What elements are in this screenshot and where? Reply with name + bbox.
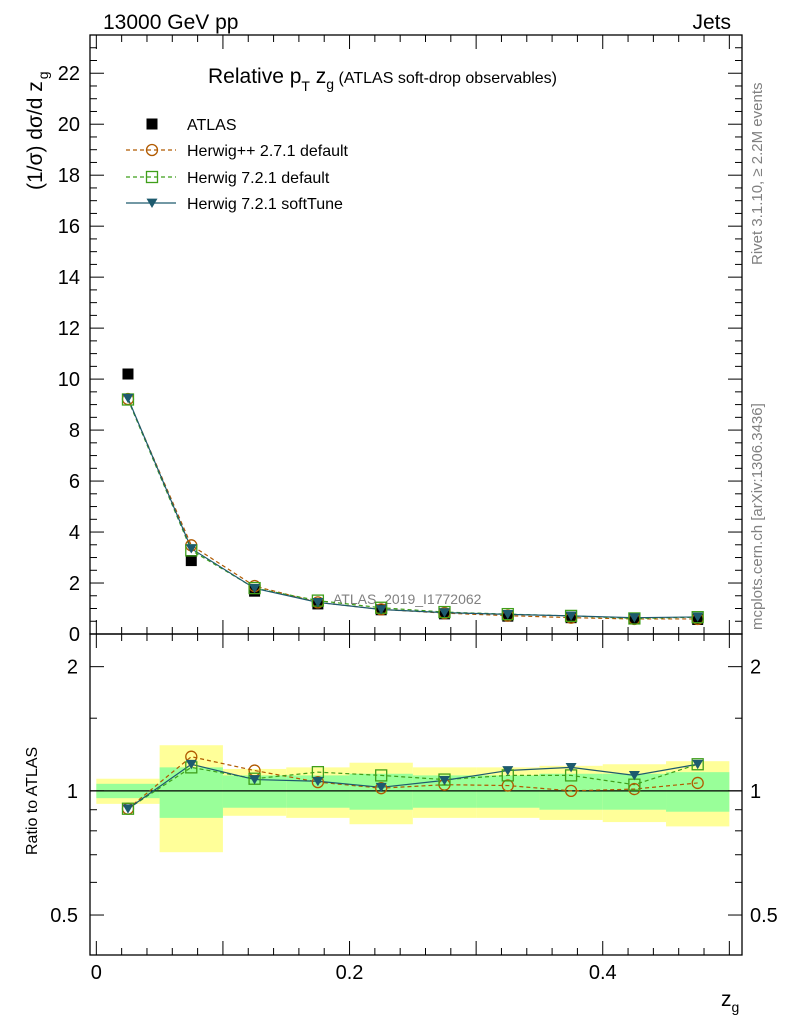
main-y-tick-label-0: 0 bbox=[69, 624, 80, 646]
main-y-tick-label-1: 2 bbox=[69, 573, 80, 595]
legend-label-herwig-7-2-1-softtune: Herwig 7.2.1 softTune bbox=[187, 196, 343, 213]
ratio-point-herwig-2-7-1-default-7 bbox=[564, 784, 578, 797]
main-y-tick-label-2: 4 bbox=[69, 522, 80, 544]
main-point-herwig-7-2-1-softtune-9 bbox=[692, 612, 704, 622]
main-y-tick-label-8: 16 bbox=[58, 216, 80, 238]
ratio-point-herwig-7-2-1-softtune-1 bbox=[185, 759, 197, 770]
main-y-tick-label-11: 22 bbox=[58, 63, 80, 85]
ratio-y-tick-label-right-0: 0.5 bbox=[750, 905, 778, 927]
x-tick-label-1: 0.2 bbox=[336, 962, 364, 984]
main-point-herwig-7-2-1-softtune-4 bbox=[375, 605, 387, 615]
ratio-point-herwig-7-2-1-softtune-6 bbox=[502, 766, 514, 776]
ratio-point-herwig-7-2-1-softtune-5 bbox=[438, 776, 450, 786]
main-point-herwig-7-2-1-softtune-5 bbox=[438, 608, 450, 618]
ratio-point-herwig-2-7-1-default-9 bbox=[691, 776, 704, 790]
header-energy-label: 13000 GeV pp bbox=[103, 11, 238, 34]
legend-marker-herwig-7-2-1-default bbox=[145, 170, 159, 184]
main-y-tick-label-5: 10 bbox=[58, 369, 80, 391]
ratio-point-herwig-7-2-1-default-4 bbox=[375, 769, 388, 782]
main-point-herwig-7-2-1-default-9 bbox=[691, 611, 704, 624]
legend-marker-herwig-2-7-1-default bbox=[145, 143, 159, 157]
main-point-herwig-7-2-1-softtune-0 bbox=[122, 393, 134, 404]
ratio-point-herwig-2-7-1-default-6 bbox=[501, 779, 514, 792]
main-y-tick-label-7: 14 bbox=[58, 267, 80, 289]
analysis-watermark: ATLAS_2019_I1772062 bbox=[333, 591, 482, 607]
ratio-y-tick-label-right-2: 2 bbox=[750, 657, 761, 679]
ratio-y-tick-label-left-0: 0.5 bbox=[50, 905, 78, 927]
ratio-point-herwig-7-2-1-softtune-9 bbox=[692, 759, 704, 770]
ratio-point-herwig-7-2-1-softtune-8 bbox=[628, 771, 640, 781]
ratio-y-tick-label-right-1: 1 bbox=[750, 781, 761, 803]
main-line-herwig-7-2-1-default bbox=[127, 399, 698, 620]
legend-label-atlas: ATLAS bbox=[187, 117, 237, 134]
main-y-tick-label-9: 18 bbox=[58, 165, 80, 187]
main-y-tick-label-6: 12 bbox=[58, 318, 80, 340]
ratio-point-herwig-2-7-1-default-3 bbox=[311, 775, 325, 789]
ratio-point-herwig-7-2-1-softtune-0 bbox=[122, 804, 134, 814]
ratio-y-axis-label: Ratio to ATLAS bbox=[24, 747, 41, 855]
rivet-version-label: Rivet 3.1.10, ≥ 2.2M events bbox=[749, 83, 766, 266]
mcplots-source-label: mcplots.cern.ch [arXiv:1306.3436] bbox=[749, 403, 766, 630]
main-point-herwig-7-2-1-softtune-8 bbox=[628, 613, 640, 623]
legend-marker-herwig-7-2-1-softtune bbox=[146, 198, 158, 208]
ratio-y-tick-label-left-2: 2 bbox=[67, 657, 78, 679]
main-line-herwig-2-7-1-default bbox=[127, 398, 698, 620]
x-axis-label: zg bbox=[721, 988, 739, 1015]
main-point-herwig-7-2-1-default-8 bbox=[628, 612, 641, 625]
ratio-line-herwig-2-7-1-default bbox=[127, 756, 698, 810]
main-point-herwig-7-2-1-softtune-2 bbox=[249, 583, 261, 594]
legend-label-herwig-7-2-1-default: Herwig 7.2.1 default bbox=[187, 170, 330, 187]
ratio-point-herwig-7-2-1-softtune-4 bbox=[375, 782, 387, 793]
ratio-point-herwig-7-2-1-default-0 bbox=[121, 802, 135, 815]
ratio-point-herwig-2-7-1-default-4 bbox=[375, 782, 388, 795]
main-point-herwig-7-2-1-softtune-6 bbox=[502, 609, 514, 620]
main-point-atlas-1 bbox=[185, 555, 197, 567]
header-process-label: Jets bbox=[692, 11, 731, 34]
x-tick-label-2: 0.4 bbox=[589, 962, 617, 984]
main-point-herwig-7-2-1-default-6 bbox=[501, 607, 514, 621]
legend-marker-atlas bbox=[146, 118, 158, 130]
ratio-point-herwig-7-2-1-softtune-2 bbox=[249, 775, 261, 785]
plot-title: Relative pT zg (ATLAS soft-drop observab… bbox=[208, 65, 557, 94]
main-point-atlas-0 bbox=[122, 368, 134, 380]
ratio-stat-uncertainty-band-1 bbox=[159, 767, 223, 818]
main-y-tick-label-4: 8 bbox=[69, 420, 80, 442]
main-y-axis-label: (1/σ) dσ/d zg bbox=[24, 71, 51, 190]
main-point-herwig-7-2-1-default-2 bbox=[248, 581, 261, 595]
legend-label-herwig-2-7-1-default: Herwig++ 2.7.1 default bbox=[187, 143, 349, 160]
ratio-point-herwig-7-2-1-default-9 bbox=[691, 758, 704, 771]
ratio-stat-uncertainty-band-7 bbox=[539, 773, 603, 810]
legend: ATLAS Herwig++ 2.7.1 default Herwig 7.2.1 … bbox=[126, 117, 349, 213]
ratio-point-herwig-7-2-1-softtune-3 bbox=[312, 776, 324, 787]
main-point-herwig-7-2-1-default-7 bbox=[564, 609, 578, 623]
ratio-stat-uncertainty-band-9 bbox=[666, 772, 730, 812]
main-point-herwig-7-2-1-softtune-1 bbox=[185, 544, 197, 554]
ratio-line-herwig-7-2-1-default bbox=[127, 763, 698, 810]
main-point-herwig-7-2-1-softtune-7 bbox=[565, 611, 577, 621]
main-point-herwig-7-2-1-softtune-3 bbox=[312, 597, 324, 608]
ratio-point-herwig-7-2-1-softtune-7 bbox=[565, 762, 577, 773]
main-line-herwig-7-2-1-softtune bbox=[127, 397, 698, 619]
ratio-y-tick-label-left-1: 1 bbox=[67, 781, 78, 803]
ratio-plot-frame bbox=[89, 633, 743, 956]
main-point-herwig-7-2-1-default-5 bbox=[438, 605, 451, 619]
x-tick-label-0: 0 bbox=[91, 962, 102, 984]
ratio-line-herwig-7-2-1-softtune bbox=[127, 763, 698, 810]
main-y-tick-label-10: 20 bbox=[58, 114, 80, 136]
main-y-tick-label-3: 6 bbox=[69, 471, 80, 493]
